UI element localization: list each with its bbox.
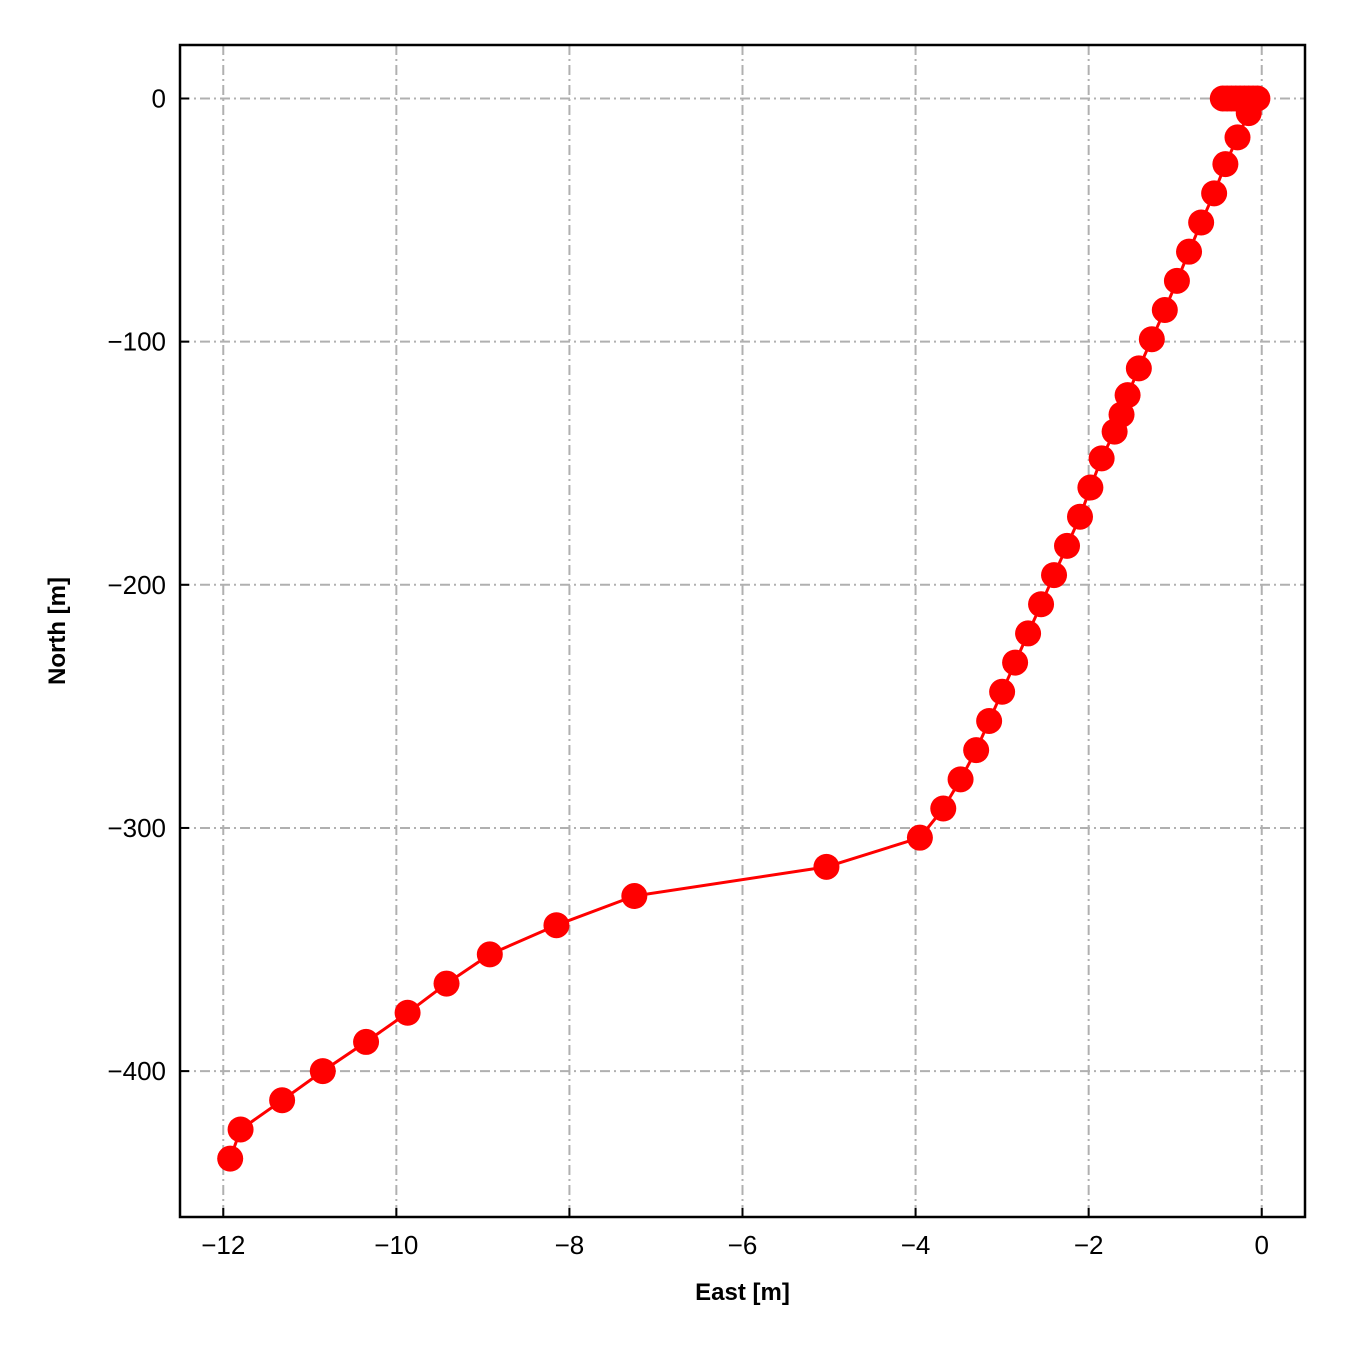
x-axis-title: East [m]	[695, 1279, 790, 1306]
y-tick-label: −400	[107, 1056, 166, 1086]
y-axis-title: North [m]	[44, 577, 71, 685]
y-tick-label: −100	[107, 327, 166, 357]
data-point	[989, 678, 1016, 705]
data-point	[1002, 649, 1029, 676]
series-trajectory	[217, 85, 1271, 1172]
data-point	[543, 912, 570, 939]
data-point	[947, 766, 974, 793]
data-point	[394, 999, 421, 1026]
data-point	[930, 795, 957, 822]
data-point	[1176, 238, 1203, 265]
data-point	[1077, 474, 1104, 501]
data-point	[433, 970, 460, 997]
data-point	[309, 1058, 336, 1085]
data-point	[1212, 151, 1239, 178]
data-point	[976, 707, 1003, 734]
data-point	[1088, 445, 1115, 472]
x-tick-label: −12	[201, 1230, 245, 1260]
data-point	[1163, 267, 1190, 294]
data-point	[1188, 209, 1215, 236]
data-point	[1067, 503, 1093, 530]
data-point	[1209, 85, 1236, 112]
x-tick-label: −10	[374, 1230, 418, 1260]
y-tick-label: −300	[107, 813, 166, 843]
data-point	[1201, 180, 1228, 207]
data-point	[217, 1145, 244, 1172]
data-point	[1138, 326, 1165, 353]
x-tick-label: −6	[728, 1230, 758, 1260]
grid	[180, 45, 1305, 1217]
y-tick-label: 0	[152, 83, 166, 113]
data-point	[813, 853, 840, 880]
data-point	[906, 824, 933, 851]
x-tick-label: 0	[1254, 1230, 1268, 1260]
x-tick-label: −4	[901, 1230, 931, 1260]
data-point	[476, 941, 503, 968]
x-tick-label: −2	[1074, 1230, 1104, 1260]
y-axis: 0 −100 −200 −300 −400	[107, 83, 189, 1086]
data-point	[1224, 124, 1251, 151]
data-point	[621, 883, 648, 910]
data-point	[353, 1028, 380, 1055]
data-point	[1235, 100, 1262, 127]
data-point	[227, 1116, 254, 1143]
data-point	[1041, 562, 1068, 589]
y-tick-label: −200	[107, 570, 166, 600]
data-point	[269, 1087, 296, 1114]
data-point	[1054, 532, 1081, 559]
data-point	[1028, 591, 1055, 618]
x-axis: −12 −10 −8 −6 −4 −2 0	[201, 1208, 1269, 1260]
data-point	[1101, 418, 1128, 445]
x-tick-label: −8	[555, 1230, 585, 1260]
data-point	[1151, 297, 1178, 324]
data-point	[1125, 355, 1152, 382]
data-point	[1015, 620, 1042, 647]
data-point	[963, 737, 990, 764]
series-line	[228, 97, 1258, 1160]
